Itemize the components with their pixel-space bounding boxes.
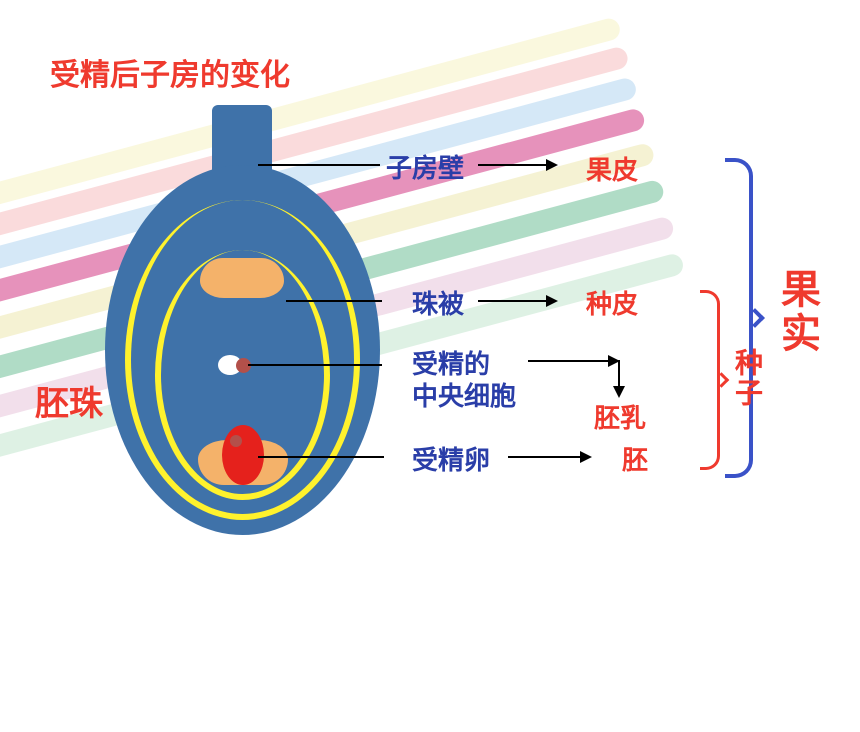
brace-seed <box>700 290 720 470</box>
leader-wall <box>258 164 380 166</box>
brace-fruit <box>725 158 753 478</box>
fertilized-egg <box>222 425 264 485</box>
result-pericarp: 果皮 <box>586 150 638 187</box>
result-endosperm: 胚乳 <box>594 398 646 435</box>
label-integ: 珠被 <box>412 284 464 321</box>
antipodal-cells <box>200 258 284 298</box>
result-testa: 种皮 <box>586 284 638 321</box>
arrow-endosperm-v <box>618 360 620 396</box>
leader-zygote <box>258 456 384 458</box>
arrow-embryo <box>508 456 590 458</box>
arrow-endosperm-h <box>528 360 618 362</box>
leader-central <box>248 364 382 366</box>
arrow-testa <box>478 300 556 302</box>
group-label-fruit: 果实 <box>768 268 826 356</box>
arrow-pericarp <box>478 164 556 166</box>
diagram-title: 受精后子房的变化 <box>50 50 290 94</box>
egg-nucleus <box>230 435 242 447</box>
group-label-seed: 种子 <box>726 348 766 408</box>
label-zygote: 受精卵 <box>412 440 490 477</box>
ovule-side-label: 胚珠 <box>35 376 103 425</box>
result-embryo: 胚 <box>622 440 648 477</box>
leader-integ <box>286 300 382 302</box>
label-wall: 子房壁 <box>386 148 464 185</box>
label-central-2: 中央细胞 <box>412 376 516 413</box>
